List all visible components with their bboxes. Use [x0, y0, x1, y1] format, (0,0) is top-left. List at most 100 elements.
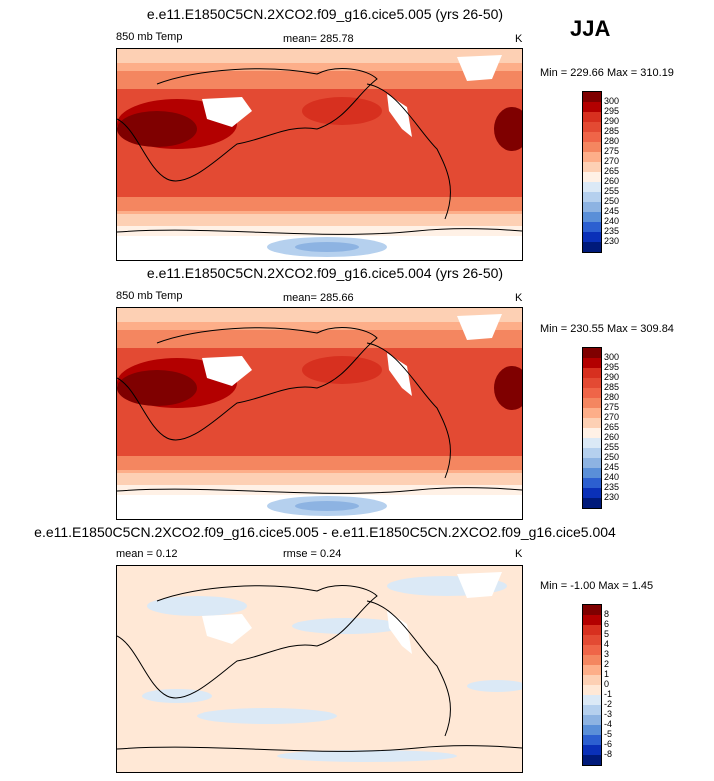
colorbar-tick-label: 265 [604, 166, 620, 176]
colorbar-swatch [583, 605, 601, 615]
colorbar-swatch [583, 478, 601, 488]
colorbar-swatch [583, 172, 601, 182]
colorbar-swatch [583, 498, 601, 508]
colorbar-tick-label: 245 [604, 462, 620, 472]
panel-3-rmse: rmse = 0.24 [283, 548, 342, 560]
colorbar-tick-label: -2 [604, 699, 613, 709]
colorbar-tick-label: 230 [604, 492, 620, 502]
colorbar-swatch [583, 232, 601, 242]
panel-3-map [116, 565, 523, 773]
panel-2-colorbar [582, 347, 602, 509]
colorbar-tick-label: 235 [604, 482, 620, 492]
colorbar-tick-label: 240 [604, 216, 620, 226]
colorbar-tick-label: -1 [604, 689, 613, 699]
panel-1-colorbar [582, 91, 602, 253]
colorbar-tick-label: 295 [604, 106, 620, 116]
colorbar-swatch [583, 685, 601, 695]
colorbar-swatch [583, 388, 601, 398]
colorbar-swatch [583, 398, 601, 408]
colorbar-swatch [583, 428, 601, 438]
colorbar-tick-label: 300 [604, 352, 620, 362]
colorbar-tick-label: 300 [604, 96, 620, 106]
colorbar-tick-label: 280 [604, 136, 620, 146]
panel-2-map [116, 307, 523, 520]
colorbar-swatch [583, 112, 601, 122]
colorbar-swatch [583, 152, 601, 162]
colorbar-tick-label: 3 [604, 649, 610, 659]
colorbar-swatch [583, 142, 601, 152]
colorbar-swatch [583, 368, 601, 378]
colorbar-tick-label: -8 [604, 749, 613, 759]
colorbar-tick-label: 5 [604, 629, 610, 639]
colorbar-swatch [583, 162, 601, 172]
colorbar-swatch [583, 695, 601, 705]
colorbar-tick-label: 6 [604, 619, 610, 629]
colorbar-tick-label: 8 [604, 609, 610, 619]
colorbar-tick-label: 2 [604, 659, 610, 669]
colorbar-swatch [583, 715, 601, 725]
colorbar-tick-label: 280 [604, 392, 620, 402]
colorbar-tick-label: 245 [604, 206, 620, 216]
panel-3-mean: mean = 0.12 [116, 548, 178, 560]
colorbar-tick-label: 275 [604, 146, 620, 156]
colorbar-swatch [583, 635, 601, 645]
colorbar-tick-label: 255 [604, 186, 620, 196]
colorbar-swatch [583, 242, 601, 252]
panel-3-colorbar-labels: 8 6 5 4 3 2 1 0 -1 -2 -3 -4 -5 -6 -8 [604, 609, 612, 759]
colorbar-tick-label: -5 [604, 729, 613, 739]
colorbar-tick-label: 260 [604, 432, 620, 442]
panel-1-colorbar-labels: 300 295 290 285 280 275 270 265 260 255 250 245 240 2… [604, 96, 619, 246]
colorbar-swatch [583, 645, 601, 655]
colorbar-swatch [583, 378, 601, 388]
panel-2-mean: mean= 285.66 [283, 292, 354, 304]
colorbar-swatch [583, 448, 601, 458]
colorbar-swatch [583, 615, 601, 625]
colorbar-swatch [583, 102, 601, 112]
panel-2-units: K [515, 292, 523, 304]
panel-2-minmax: Min = 230.55 Max = 309.84 [540, 323, 674, 335]
colorbar-swatch [583, 408, 601, 418]
colorbar-swatch [583, 705, 601, 715]
colorbar-tick-label: 265 [604, 422, 620, 432]
colorbar-swatch [583, 735, 601, 745]
colorbar-tick-label: 270 [604, 412, 620, 422]
colorbar-tick-label: 285 [604, 126, 620, 136]
colorbar-tick-label: 275 [604, 402, 620, 412]
panel-1-units: K [515, 33, 523, 45]
colorbar-tick-label: 285 [604, 382, 620, 392]
colorbar-swatch [583, 358, 601, 368]
panel-2-title: e.e11.E1850C5CN.2XCO2.f09_g16.cice5.004 … [146, 265, 504, 281]
colorbar-swatch [583, 458, 601, 468]
colorbar-tick-label: -6 [604, 739, 613, 749]
colorbar-tick-label: 240 [604, 472, 620, 482]
colorbar-swatch [583, 182, 601, 192]
panel-3-units: K [515, 548, 523, 560]
colorbar-tick-label: 250 [604, 196, 620, 206]
colorbar-swatch [583, 655, 601, 665]
colorbar-tick-label: 4 [604, 639, 610, 649]
panel-3-minmax: Min = -1.00 Max = 1.45 [540, 580, 654, 592]
colorbar-swatch [583, 755, 601, 765]
colorbar-swatch [583, 438, 601, 448]
colorbar-swatch [583, 202, 601, 212]
colorbar-swatch [583, 468, 601, 478]
panel-1-mean: mean= 285.78 [283, 33, 354, 45]
colorbar-tick-label: -3 [604, 709, 613, 719]
colorbar-swatch [583, 625, 601, 635]
colorbar-swatch [583, 348, 601, 358]
colorbar-tick-label: 270 [604, 156, 620, 166]
colorbar-swatch [583, 132, 601, 142]
colorbar-swatch [583, 192, 601, 202]
colorbar-swatch [583, 418, 601, 428]
colorbar-tick-label: 0 [604, 679, 610, 689]
colorbar-tick-label: 255 [604, 442, 620, 452]
panel-2-colorbar-labels: 300 295 290 285 280 275 270 265 260 255 250 245 240 2… [604, 352, 619, 502]
panel-1-minmax: Min = 229.66 Max = 310.19 [540, 67, 674, 79]
colorbar-swatch [583, 92, 601, 102]
panel-1-map [116, 48, 523, 261]
colorbar-swatch [583, 675, 601, 685]
colorbar-swatch [583, 222, 601, 232]
colorbar-tick-label: 230 [604, 236, 620, 246]
colorbar-swatch [583, 122, 601, 132]
panel-3-title: e.e11.E1850C5CN.2XCO2.f09_g16.cice5.005 … [34, 524, 616, 540]
